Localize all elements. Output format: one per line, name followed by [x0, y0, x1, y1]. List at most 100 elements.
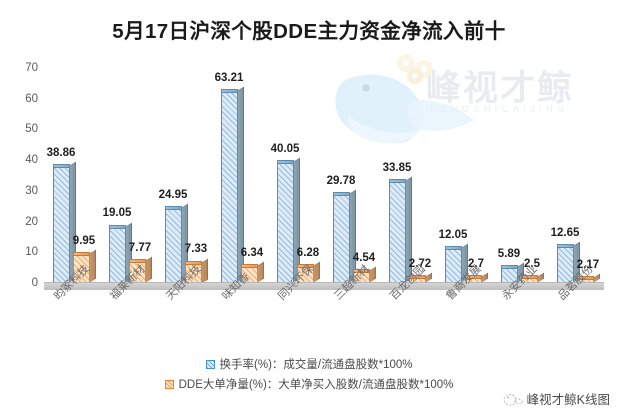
legend-item[interactable]: 换手率(%)：成交量/流通盘股数*100% [0, 354, 618, 374]
bar-value-label: 2.7 [468, 257, 484, 270]
bar-body [352, 266, 376, 283]
bar-front-face [52, 163, 70, 283]
bar-body [128, 256, 152, 283]
bar-top-face [352, 269, 370, 274]
bar-body [556, 241, 580, 283]
bar-side-face [88, 250, 96, 283]
bar-dde[interactable] [240, 261, 264, 283]
bar-top-face [276, 160, 294, 164]
x-axis-labels: 昀冢科技 福莱新材 天阳科技 味知香 同兴环保 三超新材 百龙创园 鲁商发展 永安药业 品茗股份 [44, 263, 604, 346]
bar-front-face [556, 244, 574, 283]
y-axis-tick: 40 [25, 154, 38, 167]
bar-top-face [332, 191, 350, 196]
brand-label: 峰视才鲸K线图 [526, 393, 610, 407]
legend-label: 换手率(%)：成交量/流通盘股数*100% [219, 359, 413, 371]
bar-top-face [464, 274, 482, 279]
bar-value-label: 12.05 [438, 228, 468, 241]
bar-top-face [52, 163, 70, 168]
bar-value-label: 38.86 [46, 146, 76, 159]
bar-top-face [108, 224, 126, 229]
bar-value-label: 63.21 [214, 71, 244, 84]
bar-turnover[interactable] [220, 86, 244, 283]
whale-small-icon [503, 393, 524, 406]
bar-turnover[interactable] [108, 222, 132, 283]
legend-label: DDE大单净量(%)：大单净买入股数/流通盘股数*100% [178, 379, 454, 391]
bar-turnover[interactable] [556, 241, 580, 283]
bar-dde[interactable] [184, 258, 208, 283]
bar-value-label: 12.65 [550, 227, 580, 240]
brand-mark: 峰视才鲸K线图 [502, 389, 610, 408]
bar-dde[interactable] [128, 256, 152, 283]
bar-value-label: 9.95 [72, 235, 96, 248]
bar-top-face [500, 264, 518, 269]
bar-body [52, 161, 76, 283]
bar-front-face [332, 191, 350, 283]
page-title: 5月17日沪深个股DDE主力资金净流入前十 [112, 20, 506, 43]
bar-value-label: 40.05 [270, 142, 300, 155]
bar-value-label: 6.34 [240, 246, 264, 259]
bar-front-face [184, 260, 202, 283]
bar-value-label: 24.95 [158, 189, 188, 202]
bar-turnover[interactable] [388, 176, 412, 283]
bar-value-label: 29.78 [326, 174, 356, 187]
bar-body [332, 189, 356, 283]
bar-dde[interactable] [72, 250, 96, 283]
bar-value-label: 4.54 [352, 252, 376, 265]
bar-value-label: 7.33 [184, 243, 208, 256]
legend-item[interactable]: DDE大单净量(%)：大单净买入股数/流通盘股数*100% [0, 374, 618, 394]
bar-top-face [240, 263, 258, 268]
bar-value-label: 19.05 [102, 207, 132, 220]
bar-value-label: 2.17 [576, 259, 600, 272]
bar-body [164, 204, 188, 283]
bar-top-face [556, 244, 574, 249]
bar-front-face [164, 206, 182, 283]
bar-turnover[interactable] [332, 189, 356, 283]
bar-top-face [388, 179, 406, 184]
y-axis-tick: 0 [31, 277, 38, 289]
bar-value-label: 2.72 [408, 257, 432, 270]
bar-body [388, 176, 412, 283]
bar-top-face [296, 263, 314, 268]
bar-front-face [220, 88, 238, 283]
bar-turnover[interactable] [52, 161, 76, 283]
bar-front-face [108, 224, 126, 283]
bar-top-face [576, 276, 594, 281]
bar-front-face [276, 160, 294, 283]
y-axis-tick: 10 [25, 246, 38, 259]
bar-value-label: 7.77 [128, 242, 152, 255]
plot-area: 38.86 9.95 19.05 7.77 24.95 7.33 63.21 6.34 40.0… [44, 64, 604, 290]
bar-turnover[interactable] [444, 243, 468, 283]
bar-top-face [128, 259, 146, 264]
bar-body [108, 222, 132, 283]
bar-front-face [388, 179, 406, 283]
bar-turnover[interactable] [276, 157, 300, 283]
y-axis-tick: 30 [25, 184, 38, 197]
y-axis-tick: 20 [25, 215, 38, 228]
bar-value-label: 5.89 [497, 247, 521, 260]
bar-body [184, 258, 208, 283]
bar-body [444, 243, 468, 283]
bar-front-face [444, 246, 462, 283]
bar-top-face [220, 88, 238, 93]
bar-body [240, 261, 264, 283]
y-axis: 0 10 20 30 40 50 60 70 [0, 62, 38, 289]
bar-front-face [128, 259, 146, 283]
y-axis-tick: 60 [25, 92, 38, 105]
bar-side-face [256, 261, 264, 283]
bar-front-face [240, 263, 258, 283]
bar-value-label: 2.5 [524, 258, 540, 271]
bar-top-face [72, 252, 90, 257]
bar-body [72, 250, 96, 283]
bar-value-label: 6.28 [296, 246, 320, 259]
bar-dde[interactable] [352, 266, 376, 283]
bar-top-face [520, 275, 538, 280]
bar-dde[interactable] [296, 261, 320, 283]
bar-turnover[interactable] [500, 262, 524, 283]
bar-top-face [164, 206, 182, 211]
bar-top-face [184, 260, 202, 265]
bar-turnover[interactable] [164, 204, 188, 283]
chart-floor [44, 283, 604, 290]
bar-body [220, 86, 244, 283]
legend-swatch-blue [205, 359, 215, 369]
